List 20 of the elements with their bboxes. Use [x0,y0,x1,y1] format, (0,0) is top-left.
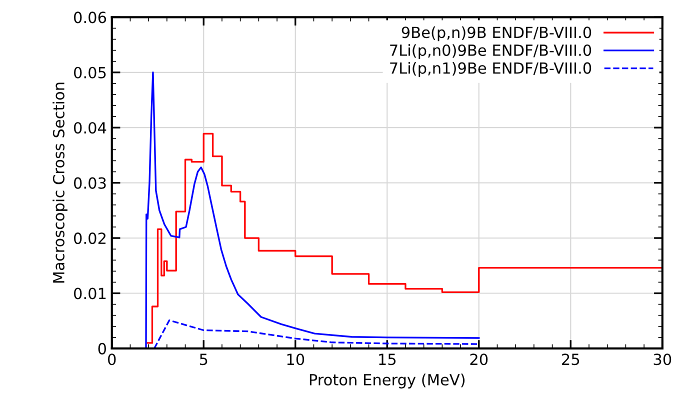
x-axis-title: Proton Energy (MeV) [310,374,465,388]
y-axis-title: Macroscopic Cross Section [52,82,68,283]
x-tick-label: 0 [108,354,116,366]
x-tick-label: 25 [562,354,580,366]
y-tick-label: 0.02 [74,232,106,244]
legend-label: 7Li(p,n0)9Be ENDF/B-VIII.0 [390,44,592,59]
line-series [153,319,480,348]
x-tick-label: 20 [470,354,488,366]
legend-label: 7Li(p,n1)9Be ENDF/B-VIII.0 [390,62,592,77]
x-tick-label: 15 [379,354,396,366]
x-tick-label: 5 [200,354,208,366]
x-tick-label: 30 [654,354,672,366]
y-tick-label: 0 [98,342,106,354]
y-tick-label: 0.01 [74,288,106,300]
y-tick-label: 0.05 [74,66,106,78]
y-tick-label: 0.06 [74,12,106,24]
y-tick-label: 0.03 [74,177,106,189]
legend-label: 9Be(p,n)9B ENDF/B-VIII.0 [402,26,592,42]
y-tick-label: 0.04 [74,122,106,134]
x-tick-label: 10 [287,354,304,366]
